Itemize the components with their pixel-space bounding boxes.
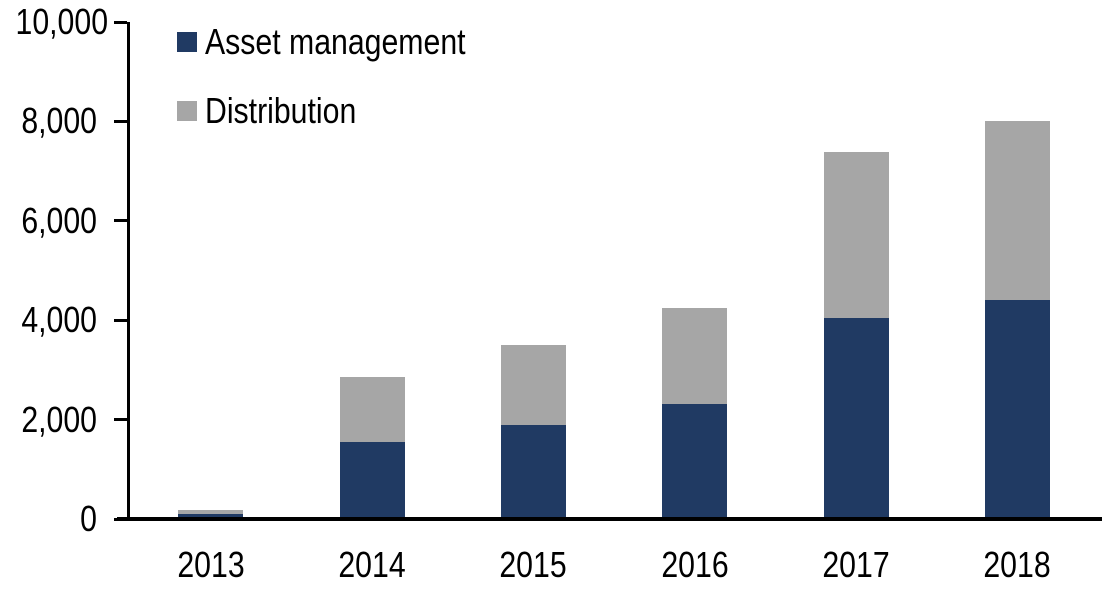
x-axis-label: 2016 xyxy=(661,544,729,585)
x-axis-label: 2017 xyxy=(822,544,890,585)
bar-2018-asset-management xyxy=(984,299,1050,519)
y-axis-tick xyxy=(114,219,127,223)
bar-2017-asset-management xyxy=(823,318,889,519)
bar-2015-distribution xyxy=(500,345,566,426)
x-axis-label: 2014 xyxy=(338,544,406,585)
bar-2017-distribution xyxy=(823,152,889,319)
legend-label-distribution: Distribution xyxy=(205,90,357,131)
y-axis-tick-label: 2,000 xyxy=(21,398,97,440)
bar-2015-asset-management xyxy=(500,425,566,519)
bar-2014-distribution xyxy=(339,377,405,443)
y-axis-line xyxy=(127,22,130,521)
bar-2013-distribution xyxy=(178,510,244,515)
x-axis-label: 2015 xyxy=(499,544,567,585)
y-axis-tick-label: 6,000 xyxy=(21,199,97,241)
y-axis-tick xyxy=(114,318,127,322)
x-axis-label: 2013 xyxy=(177,544,245,585)
y-axis-tick xyxy=(114,20,127,24)
x-axis-label: 2018 xyxy=(983,544,1051,585)
legend-label-asset-management: Asset management xyxy=(205,21,466,62)
bar-2014-asset-management xyxy=(339,442,405,519)
y-axis-tick-label: 4,000 xyxy=(21,299,97,341)
y-axis-tick-label: 10,000 xyxy=(15,1,109,42)
y-axis-tick-label: 8,000 xyxy=(21,100,97,142)
y-axis-tick-label: 0 xyxy=(80,498,97,539)
y-axis-tick xyxy=(114,418,127,422)
legend-item-distribution: Distribution xyxy=(177,92,385,130)
legend-item-asset-management: Asset management xyxy=(177,23,515,61)
asset-management-swatch-icon xyxy=(177,32,197,52)
bar-2016-distribution xyxy=(662,307,728,405)
bar-2016-asset-management xyxy=(662,404,728,519)
x-axis-line xyxy=(117,517,1102,521)
bar-2013-asset-management xyxy=(178,514,244,519)
y-axis-tick xyxy=(114,119,127,123)
distribution-swatch-icon xyxy=(177,101,197,121)
bar-2018-distribution xyxy=(984,121,1050,300)
